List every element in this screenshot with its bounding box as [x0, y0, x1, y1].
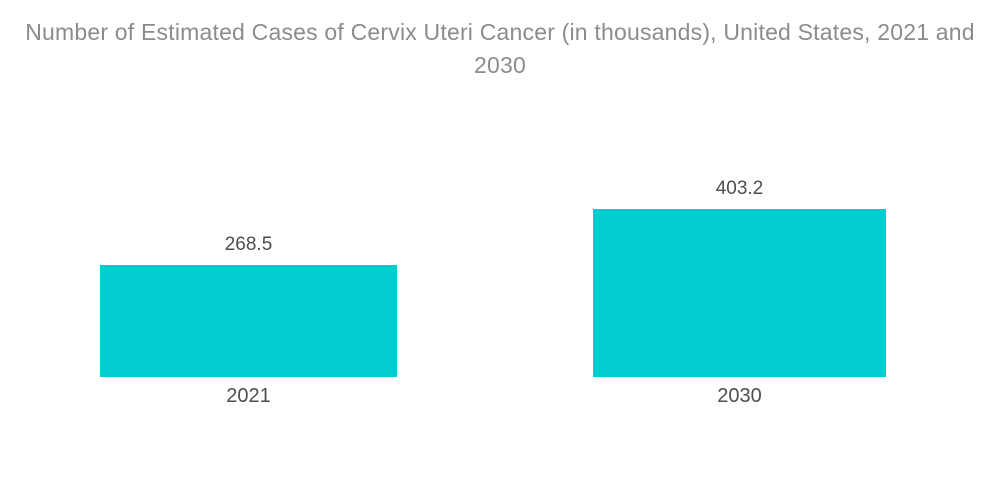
bar-group-2030: 403.2 2030: [593, 178, 886, 407]
bar: [593, 209, 886, 377]
chart-title: Number of Estimated Cases of Cervix Uter…: [25, 19, 975, 79]
bar: [100, 265, 397, 377]
value-label: 268.5: [224, 234, 273, 255]
bar-group-2021: 268.5 2021: [100, 234, 397, 407]
category-label: 2021: [226, 385, 271, 407]
category-label: 2030: [717, 385, 762, 407]
value-label: 403.2: [715, 178, 764, 199]
